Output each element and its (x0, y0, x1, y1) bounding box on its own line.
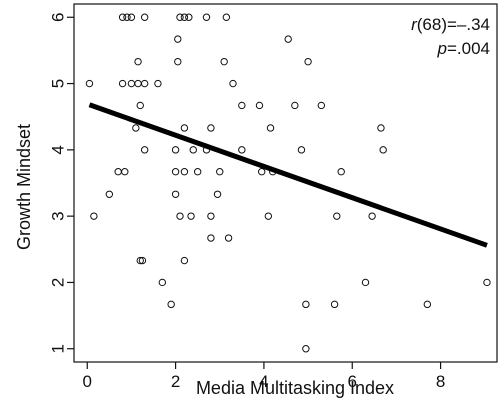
data-point (174, 57, 182, 66)
data-point (140, 13, 149, 21)
x-tick-label: 0 (83, 372, 92, 391)
data-point (333, 212, 341, 220)
data-point (140, 79, 149, 88)
data-point (238, 146, 246, 154)
data-point (330, 300, 339, 309)
data-point (207, 212, 215, 220)
data-points (85, 13, 491, 353)
y-tick-label: 4 (49, 145, 68, 154)
data-point (136, 101, 144, 110)
data-point (167, 300, 175, 309)
plot-border (73, 3, 498, 363)
data-point (123, 13, 131, 21)
data-point (207, 124, 215, 132)
data-point (337, 168, 345, 176)
data-point (171, 146, 180, 154)
data-point (423, 300, 432, 309)
data-point (216, 168, 224, 176)
data-point (202, 13, 211, 21)
data-point (220, 57, 228, 66)
x-tick-label: 4 (259, 372, 268, 391)
data-point (297, 146, 306, 154)
x-axis-title: Media Multitasking Index (196, 378, 394, 398)
data-point (258, 168, 266, 176)
data-point (132, 124, 140, 132)
data-point (264, 212, 273, 220)
data-point (176, 212, 184, 220)
data-point (154, 79, 162, 88)
x-tick-label: 6 (348, 372, 357, 391)
data-point (114, 168, 122, 176)
data-point (85, 79, 94, 88)
y-tick-label: 1 (49, 344, 68, 353)
data-point (136, 256, 144, 265)
data-point (185, 13, 193, 21)
data-point (187, 212, 195, 220)
data-point (255, 101, 264, 110)
data-point (180, 124, 189, 132)
y-tick-label: 3 (49, 211, 68, 220)
data-point (121, 168, 129, 176)
data-point (483, 278, 491, 287)
data-point (171, 168, 180, 176)
data-point (174, 35, 182, 43)
data-point (379, 146, 387, 154)
data-point (180, 168, 189, 176)
data-point (317, 101, 326, 110)
plot-area (73, 3, 498, 363)
y-axis-title: Growth Mindset (14, 124, 34, 250)
data-point (213, 190, 222, 198)
data-point (90, 212, 98, 220)
data-point (238, 101, 246, 110)
data-point (377, 124, 385, 132)
data-point (229, 79, 237, 88)
data-point (361, 278, 370, 287)
data-point (284, 35, 292, 43)
y-tick-label: 2 (49, 278, 68, 287)
data-point (118, 79, 127, 88)
x-axis: 0 2 4 6 8 (83, 362, 445, 391)
correlation-annotation: r(68)=–.34 (411, 15, 490, 34)
data-point (127, 79, 136, 88)
data-point (291, 101, 299, 110)
r-symbol: r (411, 15, 418, 34)
data-point (302, 300, 310, 309)
data-point (105, 190, 114, 198)
p-symbol: p (437, 39, 447, 58)
data-point (134, 57, 142, 66)
p-value: =.004 (447, 39, 490, 58)
data-point (224, 234, 233, 242)
data-point (180, 13, 189, 21)
data-point (222, 13, 231, 21)
data-point (176, 13, 184, 21)
data-point (304, 57, 312, 66)
data-point (368, 212, 376, 220)
data-point (158, 278, 167, 287)
data-point (193, 168, 202, 176)
x-tick-label: 8 (436, 372, 445, 391)
data-point (189, 146, 197, 154)
regression-line-group (88, 102, 488, 248)
y-tick-label: 6 (49, 13, 68, 22)
data-point (207, 234, 215, 242)
data-point (171, 190, 180, 198)
data-point (266, 124, 275, 132)
r-value: (68)=–.34 (417, 15, 490, 34)
data-point (302, 345, 310, 353)
regression-line (88, 102, 488, 248)
y-tick-label: 5 (49, 79, 68, 88)
data-point (127, 13, 136, 21)
data-point (134, 79, 142, 88)
data-point (138, 256, 147, 265)
data-point (140, 146, 149, 154)
y-axis: 1 2 3 4 5 6 (49, 13, 74, 353)
x-tick-label: 2 (171, 372, 180, 391)
data-point (118, 13, 127, 21)
p-value-annotation: p=.004 (437, 39, 490, 58)
data-point (180, 256, 189, 265)
